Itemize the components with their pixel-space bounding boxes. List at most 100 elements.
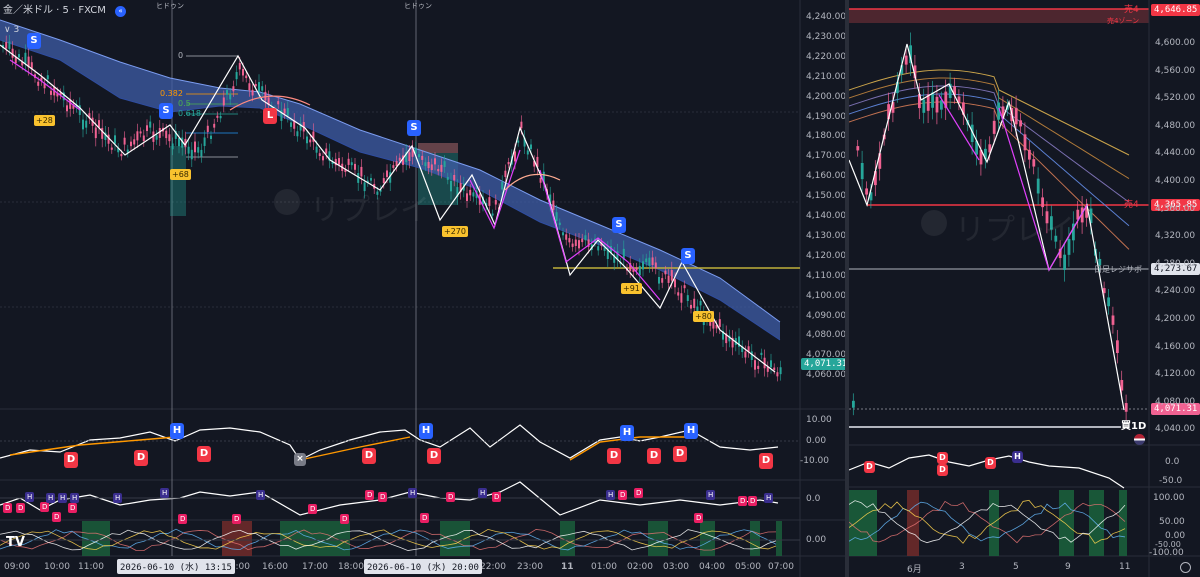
osc1-tick: 0.00: [806, 436, 827, 446]
time-tick: 11:00: [78, 562, 104, 572]
candle-body: [40, 77, 43, 82]
candle-body: [507, 162, 510, 165]
momentum-band: [560, 521, 575, 556]
fib-label-0: 0: [178, 51, 184, 60]
candle-body: [728, 335, 731, 342]
candle-body: [187, 146, 190, 154]
long-signal[interactable]: L: [263, 108, 277, 124]
price-tick: 4,100.00: [806, 290, 845, 301]
zigzag-line: [0, 44, 776, 373]
price-tick: 4,120.00: [806, 250, 845, 261]
momentum-band: [907, 490, 919, 556]
candle-body: [674, 279, 676, 288]
candle-body: [504, 170, 507, 177]
tradingview-logo[interactable]: TV: [6, 535, 25, 550]
candle-body: [664, 270, 667, 275]
candle-body: [293, 120, 296, 129]
hidden-marker: H: [706, 490, 716, 500]
sell-level-top-label: 売4: [1124, 5, 1139, 15]
momentum-band: [222, 521, 252, 556]
symbol-title[interactable]: 金／米ドル · 5 · FXCM: [3, 5, 106, 16]
hidden-marker: H: [478, 488, 488, 498]
candle-body: [312, 131, 315, 142]
price-tick: 4,240.00: [806, 12, 845, 22]
candle-body: [421, 155, 424, 160]
candle-body: [43, 83, 46, 89]
candle-body: [226, 89, 228, 95]
crosshair-time-1: 2026-06-10 (水) 13:15: [117, 559, 235, 574]
candle-body: [610, 246, 612, 254]
candle-body: [526, 150, 529, 155]
candle-body: [85, 120, 88, 128]
candle-body: [75, 104, 78, 108]
candle-body: [514, 151, 516, 162]
time-tick: 23:00: [517, 562, 543, 572]
candle-body: [578, 240, 580, 249]
hidden-marker: H: [113, 493, 123, 503]
daily-chart-pane[interactable]: 売4 売4ゾーン 4,646.85 売4 4,365.85 日足レジサポ 4,2…: [849, 0, 1200, 577]
replay-watermark: リプレイ: [955, 213, 1075, 248]
price-tick: 4,110.00: [806, 270, 845, 281]
divergence-signal: D: [647, 448, 661, 464]
price-tick: 4,040.00: [1155, 424, 1196, 435]
candle-body: [30, 62, 33, 70]
candle-body: [315, 146, 318, 153]
sell-level-mid-label: 売4: [1124, 200, 1139, 210]
candle-body: [456, 187, 459, 197]
candle-body: [904, 55, 908, 65]
candle-body: [1036, 178, 1040, 194]
support-label: 日足レジサポ: [1094, 265, 1142, 274]
sell-zone-label: 売4ゾーン: [1107, 17, 1140, 25]
candle-body: [5, 41, 8, 49]
main-chart-pane[interactable]: 金／米ドル · 5 · FXCM « ∨ 3 ヒドゥン ヒドゥン 0 0.382…: [0, 0, 845, 577]
sell-signal[interactable]: S: [407, 120, 421, 136]
osc2-tick: 0.0: [806, 494, 821, 504]
candle-body: [539, 177, 542, 183]
main-chart-canvas[interactable]: [0, 0, 845, 577]
candle-body: [469, 189, 472, 196]
sell-signal[interactable]: S: [681, 248, 695, 264]
signal-line: [299, 436, 411, 461]
price-tick: 4,160.00: [1155, 341, 1196, 352]
candle-body: [613, 254, 616, 263]
sell-signal[interactable]: S: [27, 33, 41, 49]
osc2-tick: 50.00: [1159, 517, 1185, 527]
sell-signal[interactable]: S: [612, 217, 626, 233]
candle-body: [738, 336, 740, 347]
candle-body: [123, 137, 126, 145]
candle-body: [926, 94, 930, 111]
candle-body: [622, 248, 625, 260]
candle-body: [1014, 107, 1018, 125]
settings-gear-icon[interactable]: [1180, 562, 1191, 573]
price-tick: 4,080.00: [806, 330, 845, 341]
candle-body: [11, 48, 14, 58]
candle-body: [654, 262, 657, 269]
candle-body: [434, 158, 436, 165]
divergence-signal: D: [362, 448, 376, 464]
indicator-toggle[interactable]: ∨ 3: [4, 25, 19, 36]
candle-body: [453, 175, 456, 181]
replay-watermark-icon: [921, 210, 947, 236]
current-price-label: 4,071.31: [801, 358, 845, 370]
candle-body: [536, 156, 539, 168]
price-tick: 4,400.00: [1155, 176, 1196, 186]
daily-chart-canvas[interactable]: [849, 0, 1200, 577]
pane-divider[interactable]: [845, 0, 849, 577]
candle-body: [940, 100, 943, 110]
candle-body: [1050, 216, 1053, 230]
divergence-marker: D: [748, 496, 758, 506]
price-tick: 4,180.00: [806, 131, 845, 142]
momentum-band: [280, 521, 350, 556]
sell-signal[interactable]: S: [159, 103, 173, 119]
replay-icon[interactable]: «: [115, 6, 126, 17]
price-tick: 4,520.00: [1155, 93, 1196, 104]
fib-label-382: 0.382: [160, 89, 183, 98]
candle-body: [491, 213, 494, 216]
candle-body: [667, 275, 670, 283]
candle-body: [603, 247, 606, 251]
hidden-signal: H: [170, 423, 184, 439]
candle-body: [328, 151, 331, 161]
position-box: [170, 146, 186, 216]
candle-body: [136, 131, 139, 141]
candle-body: [779, 367, 782, 375]
